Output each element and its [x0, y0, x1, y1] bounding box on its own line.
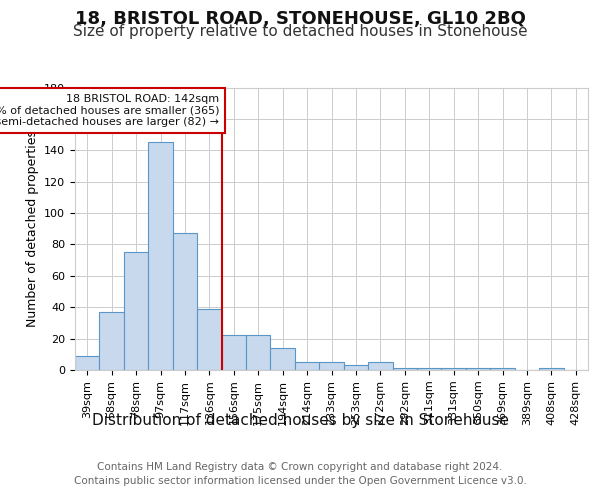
Bar: [368, 362, 392, 370]
Bar: [271, 348, 295, 370]
Text: 18, BRISTOL ROAD, STONEHOUSE, GL10 2BQ: 18, BRISTOL ROAD, STONEHOUSE, GL10 2BQ: [74, 10, 526, 28]
Bar: [197, 309, 221, 370]
Bar: [417, 368, 442, 370]
Bar: [246, 336, 271, 370]
Text: Size of property relative to detached houses in Stonehouse: Size of property relative to detached ho…: [73, 24, 527, 39]
Bar: [466, 368, 490, 370]
Text: Contains HM Land Registry data © Crown copyright and database right 2024.: Contains HM Land Registry data © Crown c…: [97, 462, 503, 472]
Bar: [173, 234, 197, 370]
Text: 18 BRISTOL ROAD: 142sqm
← 82% of detached houses are smaller (365)
18% of semi-d: 18 BRISTOL ROAD: 142sqm ← 82% of detache…: [0, 94, 219, 127]
Bar: [490, 368, 515, 370]
Bar: [539, 368, 563, 370]
Bar: [221, 336, 246, 370]
Bar: [75, 356, 100, 370]
Bar: [392, 368, 417, 370]
Bar: [148, 142, 173, 370]
Bar: [295, 362, 319, 370]
Bar: [442, 368, 466, 370]
Text: Contains public sector information licensed under the Open Government Licence v3: Contains public sector information licen…: [74, 476, 526, 486]
Y-axis label: Number of detached properties: Number of detached properties: [26, 130, 38, 327]
Text: Distribution of detached houses by size in Stonehouse: Distribution of detached houses by size …: [91, 412, 509, 428]
Bar: [319, 362, 344, 370]
Bar: [344, 366, 368, 370]
Bar: [100, 312, 124, 370]
Bar: [124, 252, 148, 370]
